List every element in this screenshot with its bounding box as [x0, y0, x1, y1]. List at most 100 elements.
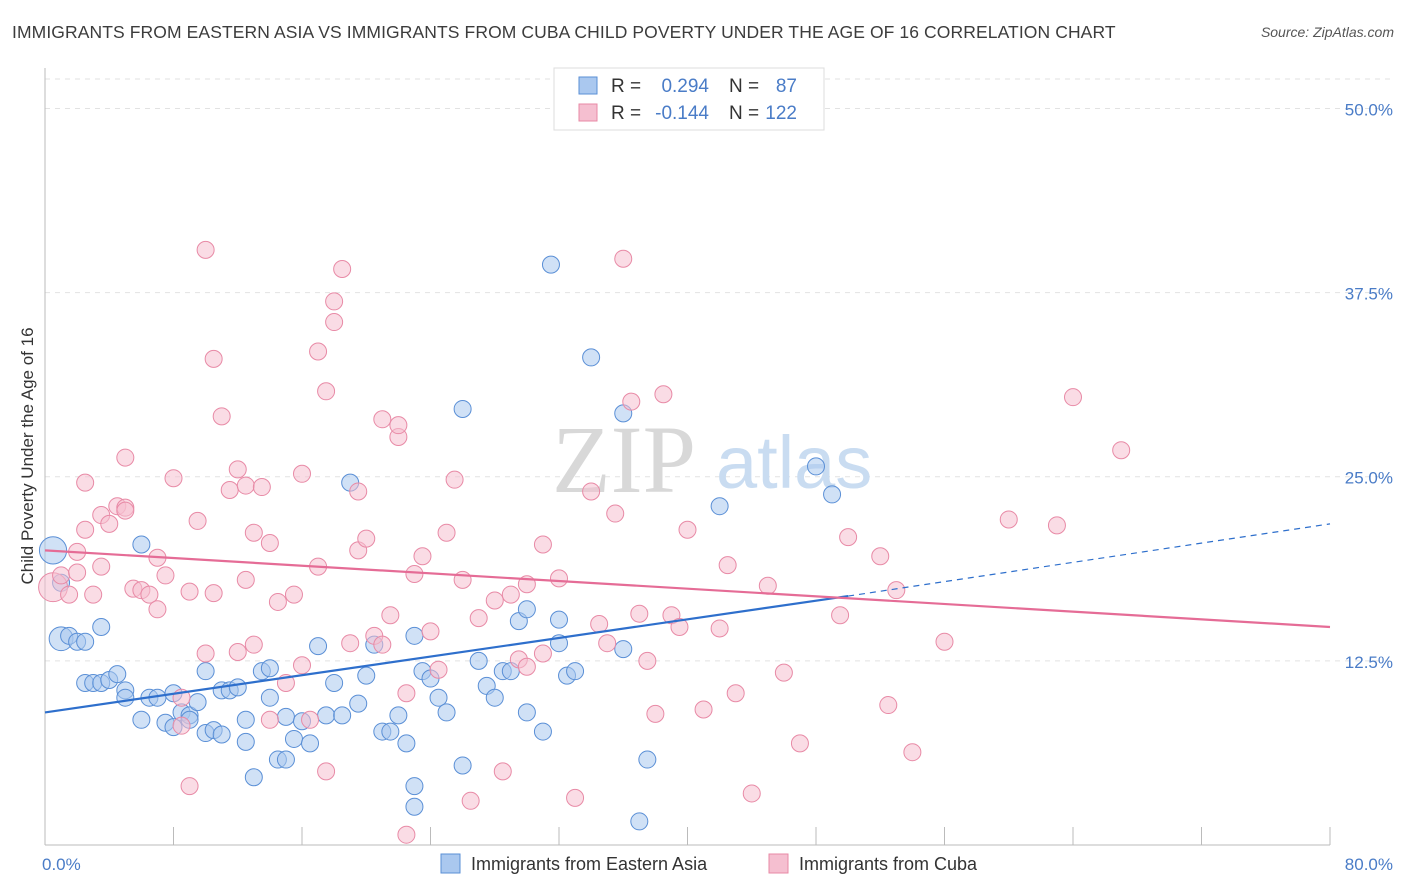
data-point — [566, 662, 585, 681]
data-point — [935, 632, 954, 651]
data-point — [614, 249, 633, 268]
data-point — [349, 694, 368, 713]
data-point — [710, 619, 729, 638]
series-cuba-points — [38, 240, 1131, 844]
data-point — [517, 703, 536, 722]
y-tick-label: 25.0% — [1345, 469, 1393, 488]
data-point — [349, 482, 368, 501]
data-point — [325, 292, 344, 311]
data-point — [116, 688, 135, 707]
data-point — [196, 240, 215, 259]
data-point — [156, 566, 175, 585]
data-point — [228, 678, 247, 697]
y-tick-label: 12.5% — [1345, 653, 1393, 672]
data-point — [405, 797, 424, 816]
data-point — [68, 563, 87, 582]
y-axis-title: Child Poverty Under the Age of 16 — [18, 327, 37, 584]
data-point — [429, 660, 448, 679]
data-point — [381, 722, 400, 741]
data-point — [196, 644, 215, 663]
data-point — [236, 710, 255, 729]
data-point — [52, 566, 71, 585]
data-point — [76, 520, 95, 539]
data-point — [831, 606, 850, 625]
legend-swatch-eastern-asia — [440, 853, 461, 874]
data-point — [999, 510, 1018, 529]
data-point — [517, 657, 536, 676]
data-point — [670, 617, 689, 636]
data-point — [373, 410, 392, 429]
data-point — [132, 710, 151, 729]
data-point — [790, 734, 809, 753]
watermark-atlas: atlas — [716, 421, 872, 504]
data-point — [180, 777, 199, 796]
legend-label-eastern-asia: Immigrants from Eastern Asia — [471, 854, 708, 874]
data-point — [220, 480, 239, 499]
data-point — [236, 476, 255, 495]
data-point — [590, 615, 609, 634]
data-point — [517, 600, 536, 619]
data-point — [453, 399, 472, 418]
data-point — [871, 547, 890, 566]
trend-lines — [44, 523, 1331, 714]
data-point — [758, 576, 777, 595]
data-point — [839, 528, 858, 547]
stats-box-frame — [553, 67, 825, 131]
data-point — [236, 732, 255, 751]
x-tick-label: 80.0% — [1345, 855, 1393, 874]
data-point — [92, 617, 111, 636]
data-point — [196, 662, 215, 681]
data-point — [807, 457, 825, 476]
data-point — [1112, 441, 1131, 460]
data-point — [260, 534, 279, 553]
data-point — [76, 632, 95, 651]
data-point — [260, 659, 279, 678]
data-point — [276, 750, 295, 769]
data-point — [437, 523, 456, 542]
data-point — [228, 460, 247, 479]
data-point — [293, 464, 311, 483]
stat-r-label: R = — [611, 103, 641, 124]
data-point — [357, 529, 376, 548]
data-point — [710, 497, 729, 516]
data-point — [301, 734, 320, 753]
data-point — [630, 604, 649, 623]
data-point — [188, 693, 207, 712]
data-point — [92, 557, 111, 576]
data-point — [84, 585, 103, 604]
data-point — [116, 448, 135, 467]
data-point — [317, 762, 336, 781]
data-point — [252, 478, 271, 497]
x-tick-label: 0.0% — [42, 855, 81, 874]
data-point — [461, 791, 480, 810]
data-point — [614, 640, 633, 659]
stat-n-value: 122 — [765, 103, 797, 124]
data-point — [172, 716, 191, 735]
data-point — [887, 581, 906, 600]
data-point — [541, 255, 560, 274]
stat-n-value: 87 — [776, 76, 797, 97]
data-point — [204, 349, 223, 368]
data-point — [140, 585, 159, 604]
data-point — [317, 706, 336, 725]
data-point — [180, 582, 199, 601]
legend: Immigrants from Eastern Asia Immigrants … — [440, 853, 978, 874]
data-point — [405, 626, 424, 645]
data-point — [148, 600, 167, 619]
y-tick-label: 50.0% — [1345, 100, 1393, 119]
data-point — [718, 556, 737, 575]
stat-n-label: N = — [729, 103, 759, 124]
data-point — [325, 673, 344, 692]
data-point — [389, 416, 408, 435]
y-tick-labels: 12.5% 25.0% 37.5% 50.0% — [1345, 100, 1393, 671]
data-point — [598, 634, 617, 653]
legend-swatch-cuba — [768, 853, 789, 874]
trend-line — [44, 594, 849, 714]
stats-box: R = 0.294 N = 87 R = -0.144 N = 122 — [553, 67, 825, 131]
data-point — [823, 485, 842, 504]
data-point — [244, 523, 263, 542]
data-point — [164, 469, 183, 488]
data-point — [397, 684, 416, 703]
y-tick-label: 37.5% — [1345, 285, 1393, 304]
